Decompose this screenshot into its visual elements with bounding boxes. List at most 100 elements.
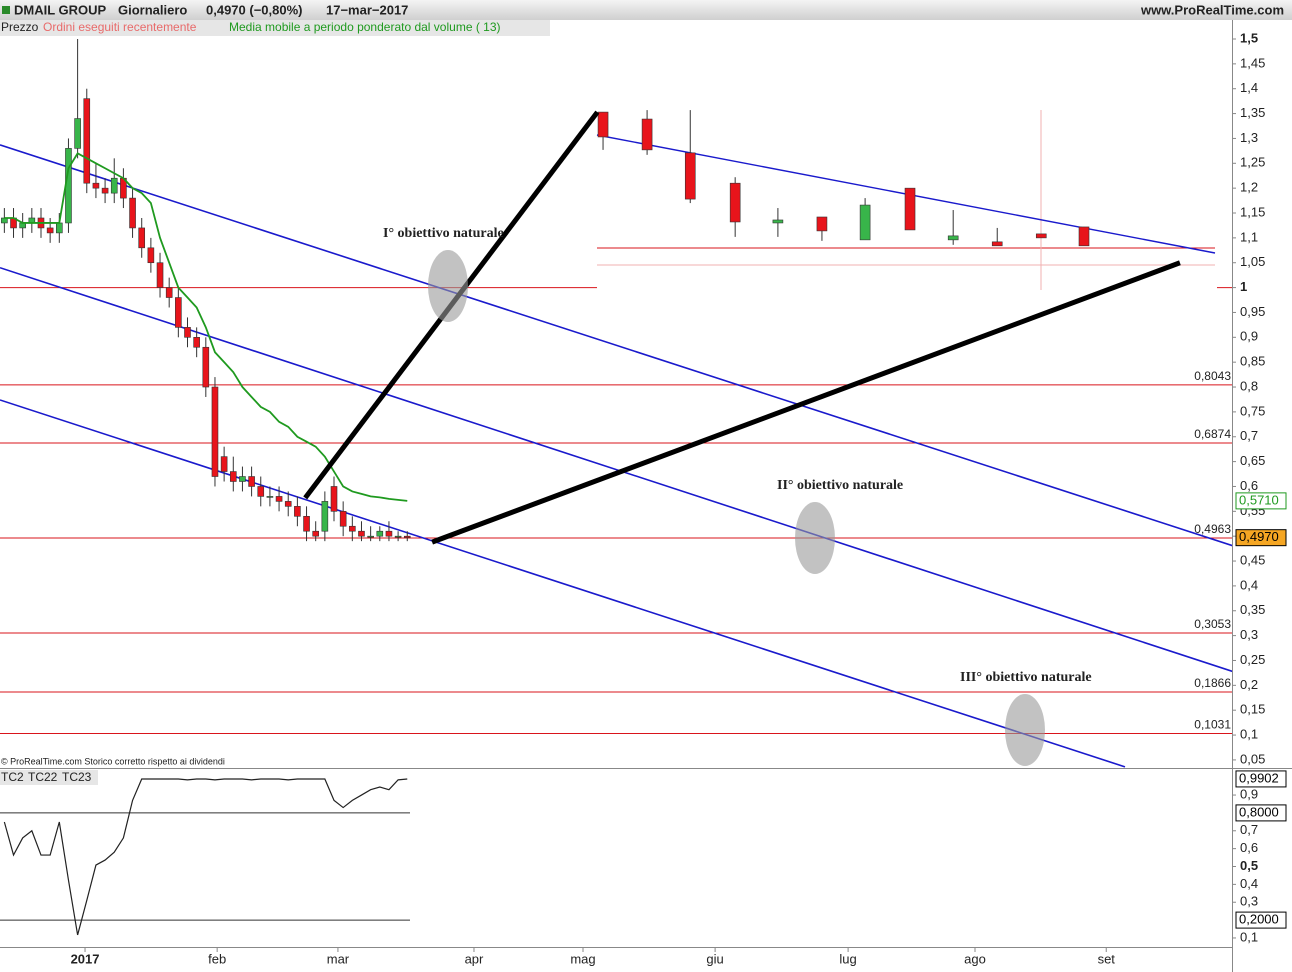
candle-body — [56, 222, 63, 234]
candle-body — [193, 337, 200, 348]
target-ellipse — [428, 250, 468, 322]
candle-body — [46, 227, 54, 234]
y-tick-label: 0,1 — [1240, 929, 1258, 944]
ma-line — [4, 152, 408, 502]
candle-body — [904, 187, 916, 231]
x-tick-label: giu — [706, 951, 723, 966]
candle-body — [83, 98, 91, 184]
candle-body — [184, 327, 191, 338]
candle-body — [275, 496, 283, 502]
price-tag-label: 0,4970 — [1239, 529, 1279, 544]
site: www.ProRealTime.com — [1140, 2, 1284, 17]
note: © ProRealTime.com Storico corretto rispe… — [1, 756, 225, 766]
y-tick-label: 0,05 — [1240, 751, 1265, 766]
level-label: 0,8043 — [1194, 369, 1231, 383]
annotation: III° obiettivo naturale — [960, 670, 1092, 685]
candle-body — [947, 235, 959, 241]
candle-body — [284, 501, 292, 507]
candle-body — [859, 204, 871, 241]
x-tick-label: 2017 — [71, 951, 100, 966]
price-plot — [0, 39, 1232, 768]
y-tick-label: 1,5 — [1240, 30, 1258, 45]
y-tick-label: 0,5 — [1240, 858, 1258, 873]
candle-body — [74, 118, 81, 149]
candle-body — [156, 262, 164, 288]
price-tag — [1235, 911, 1287, 929]
candle-body — [349, 525, 356, 532]
candle-body — [394, 535, 402, 538]
candle-body — [220, 456, 228, 472]
price-tag — [1235, 492, 1287, 510]
level-label: 0,6874 — [1194, 427, 1231, 441]
candle-body — [816, 216, 828, 232]
candle-body — [229, 471, 237, 482]
candle-body — [92, 182, 100, 189]
osc-label: TC2 — [1, 770, 24, 784]
y-tick-label: 0,3 — [1240, 894, 1258, 909]
osc-label: TC22 — [28, 770, 58, 784]
legend-price: Prezzo — [1, 20, 39, 34]
y-tick-label: 0,8 — [1240, 378, 1258, 393]
y-tick-label: 0,85 — [1240, 354, 1265, 369]
x-tick-label: mag — [570, 951, 595, 966]
osc-label: TC23 — [62, 770, 92, 784]
symbol: DMAIL GROUP — [14, 2, 107, 17]
candle-body — [211, 386, 219, 477]
candle-body — [147, 247, 155, 264]
candle-body — [991, 241, 1003, 247]
candle-body — [403, 535, 411, 538]
price-tag — [1235, 529, 1287, 547]
annotation: II° obiettivo naturale — [777, 478, 903, 493]
y-tick-label: 1,15 — [1240, 204, 1265, 219]
annotations: I° obiettivo naturale II° obiettivo natu… — [1, 226, 1092, 766]
y-tick-label: 0,1 — [1240, 726, 1258, 741]
candle-body — [175, 297, 182, 328]
osc-line — [3, 778, 408, 936]
candle-body — [129, 197, 136, 229]
legend-ma: Media mobile a periodo ponderato dal vol… — [229, 20, 501, 34]
price-tag — [1235, 770, 1287, 788]
y-tick-label: 1,2 — [1240, 180, 1258, 195]
candle-body — [358, 530, 365, 537]
header-bar — [0, 0, 1292, 20]
candle-body — [294, 506, 301, 517]
x-tick-label: mar — [327, 951, 350, 966]
osc-plot — [0, 778, 410, 936]
y-tick-label: 1,45 — [1240, 55, 1265, 70]
candle-body — [101, 187, 109, 194]
y-tick-label: 0,75 — [1240, 403, 1265, 418]
target-ellipse — [1005, 694, 1045, 766]
level-label: 0,3053 — [1194, 617, 1231, 631]
y-tick-label: 0,9 — [1240, 786, 1258, 801]
price-tag-label: 0,5710 — [1239, 492, 1279, 507]
level-label: 0,4963 — [1194, 522, 1231, 536]
price-tag-label: 0,8000 — [1239, 804, 1279, 819]
candle-body — [138, 227, 146, 249]
arrow-line — [431, 260, 1181, 545]
trend-line — [0, 266, 1232, 673]
y-tick-label: 1,4 — [1240, 80, 1258, 95]
y-tick-label: 1,1 — [1240, 229, 1258, 244]
target-ellipse — [795, 502, 835, 574]
x-tick-label: set — [1098, 951, 1116, 966]
candle-body — [110, 177, 118, 194]
y-tick-label: 0,4 — [1240, 876, 1258, 891]
candle-body — [1078, 226, 1090, 247]
quote: 0,4970 (−0,80%) — [206, 2, 302, 17]
legend-orders: Ordini eseguiti recentemente — [43, 20, 197, 34]
y-tick-label: 0,6 — [1240, 478, 1258, 493]
candle-body — [165, 287, 173, 298]
candle-body — [303, 515, 310, 532]
y-tick-label: 1 — [1240, 279, 1247, 294]
candle-body — [248, 476, 255, 487]
trend-line — [0, 144, 1232, 547]
price-tag — [1235, 804, 1287, 822]
candle-body — [385, 530, 393, 537]
y-tick-label: 1,35 — [1240, 105, 1265, 120]
level-label: 0,1866 — [1194, 676, 1231, 690]
y-tick-label: 1,3 — [1240, 130, 1258, 145]
candle-body — [367, 535, 374, 538]
x-tick-label: feb — [208, 951, 226, 966]
candle-body — [339, 511, 347, 527]
y-tick-label: 0,9 — [1240, 329, 1258, 344]
